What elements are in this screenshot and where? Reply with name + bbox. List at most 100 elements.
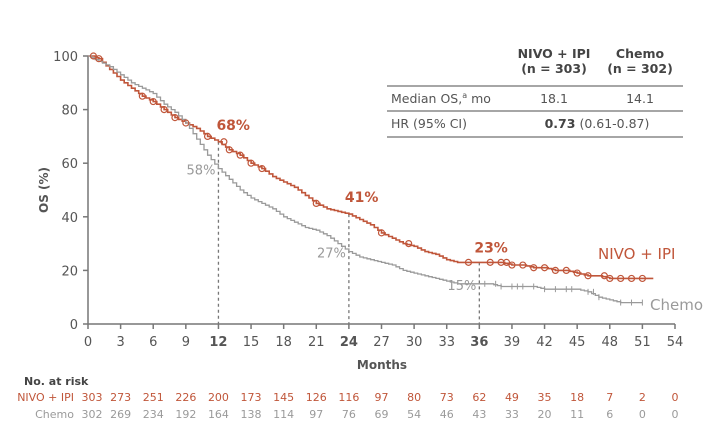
x-tick-label: 33	[438, 335, 455, 350]
censor-mark-nivo	[203, 132, 212, 140]
censor-mark-nivo	[405, 240, 413, 248]
censor-mark-nivo	[627, 274, 636, 283]
y-tick-label: 60	[61, 157, 78, 172]
censor-mark-nivo	[638, 274, 646, 283]
risk-value-nivo: 273	[110, 391, 131, 404]
risk-value-chemo: 138	[241, 408, 262, 421]
x-tick-label: 3	[116, 335, 124, 350]
hr-ci: (0.61-0.87)	[579, 116, 649, 131]
risk-value-nivo: 2	[639, 391, 646, 404]
col-header-nivo-line2: (n = 303)	[521, 61, 587, 76]
x-tick-label: 6	[149, 335, 157, 350]
risk-value-nivo: 116	[338, 391, 359, 404]
row-median-nivo: 18.1	[540, 91, 568, 106]
risk-value-nivo: 200	[208, 391, 229, 404]
censor-mark-nivo	[247, 159, 255, 167]
censor-mark-nivo	[160, 105, 168, 114]
curve-nivo-ipi	[88, 55, 654, 280]
censor-mark-nivo	[530, 264, 538, 272]
x-tick-label: 12	[209, 335, 227, 350]
risk-value-chemo: 97	[309, 408, 323, 421]
censor-mark-nivo	[225, 146, 233, 154]
censor-mark-nivo	[236, 151, 244, 159]
annotation-chemo: 27%	[317, 247, 346, 262]
risk-value-chemo: 164	[208, 408, 229, 421]
censor-mark-nivo	[600, 272, 608, 280]
risk-value-chemo: 0	[639, 408, 646, 421]
annotation-nivo: 68%	[216, 118, 250, 134]
x-tick-label: 30	[406, 335, 423, 350]
col-header-chemo-line1: Chemo	[616, 46, 665, 61]
x-tick-label: 0	[84, 335, 92, 350]
censor-mark-nivo	[182, 119, 190, 127]
x-ticks: 0 3 6 9 12 15 18 21 24 27 30 33 36 39 42 45 48 51 54	[84, 324, 683, 350]
risk-table: No. at risk NIVO + IPI Chemo 303 273 251 22…	[17, 375, 678, 421]
risk-value-chemo: 6	[606, 408, 613, 421]
hr-value: 0.73	[545, 116, 576, 131]
risk-value-chemo: 69	[375, 408, 389, 421]
risk-value-chemo: 11	[570, 408, 584, 421]
row-median-label: Median OS,a mo	[391, 91, 491, 106]
col-header-nivo-line1: NIVO + IPI	[518, 46, 591, 61]
risk-value-nivo: 35	[538, 391, 552, 404]
risk-value-chemo: 54	[407, 408, 421, 421]
risk-value-nivo: 226	[175, 391, 196, 404]
y-tick-label: 40	[61, 211, 78, 226]
row-median-chemo: 14.1	[626, 91, 654, 106]
curve-chemo	[88, 55, 643, 304]
risk-value-nivo: 73	[440, 391, 454, 404]
x-tick-label: 36	[470, 335, 488, 350]
col-header-chemo-line2: (n = 302)	[607, 61, 673, 76]
risk-value-nivo: 97	[375, 391, 389, 404]
risk-value-nivo: 0	[672, 391, 679, 404]
y-ticks: 0 20 40 60 80 100	[53, 50, 88, 333]
risk-value-nivo: 145	[273, 391, 294, 404]
row-hr-label: HR (95% CI)	[391, 116, 467, 131]
curve-label-nivo: NIVO + IPI	[598, 245, 675, 263]
x-tick-label: 39	[504, 335, 521, 350]
risk-value-chemo: 76	[342, 408, 356, 421]
risk-table-title: No. at risk	[24, 375, 89, 388]
risk-value-nivo: 303	[82, 391, 103, 404]
x-tick-label: 18	[275, 335, 292, 350]
risk-value-chemo: 192	[175, 408, 196, 421]
annotation-nivo: 23%	[474, 240, 508, 256]
x-tick-label: 45	[569, 335, 586, 350]
x-tick-label: 51	[634, 335, 651, 350]
x-tick-label: 21	[308, 335, 325, 350]
censor-mark-nivo	[149, 97, 157, 106]
risk-value-chemo: 234	[143, 408, 164, 421]
x-tick-label: 15	[243, 335, 260, 350]
censor-mark-nivo	[258, 164, 266, 173]
curve-label-chemo: Chemo	[650, 296, 703, 314]
censor-mark-nivo	[573, 269, 581, 277]
x-tick-label: 48	[602, 335, 619, 350]
y-axis-title: OS (%)	[37, 167, 51, 213]
annotation-chemo: 58%	[187, 164, 216, 179]
row-median-label-text: Median OS,	[391, 91, 462, 106]
risk-row-label-nivo: NIVO + IPI	[17, 391, 74, 404]
risk-value-nivo: 18	[570, 391, 584, 404]
y-tick-label: 80	[61, 104, 78, 119]
y-tick-label: 20	[61, 264, 78, 279]
x-tick-label: 9	[182, 335, 190, 350]
row-median-label-suffix: mo	[467, 91, 491, 106]
censor-mark-nivo	[464, 258, 473, 266]
x-tick-label: 24	[340, 335, 358, 350]
reference-lines	[217, 141, 480, 324]
censor-mark-nivo	[540, 264, 549, 272]
censor-mark-nivo	[519, 261, 527, 269]
censor-mark-nivo	[606, 274, 614, 283]
risk-row-label-chemo: Chemo	[35, 408, 74, 421]
censor-mark-nivo	[312, 199, 320, 207]
censor-mark-nivo	[89, 52, 98, 60]
censor-mark-nivo	[220, 138, 228, 146]
row-hr-value: 0.73 (0.61-0.87)	[545, 116, 650, 131]
annotation-chemo: 15%	[447, 279, 476, 294]
risk-value-chemo: 46	[440, 408, 454, 421]
risk-value-chemo: 43	[472, 408, 486, 421]
risk-value-nivo: 126	[306, 391, 327, 404]
censor-mark-nivo	[551, 266, 560, 274]
risk-value-nivo: 251	[143, 391, 164, 404]
